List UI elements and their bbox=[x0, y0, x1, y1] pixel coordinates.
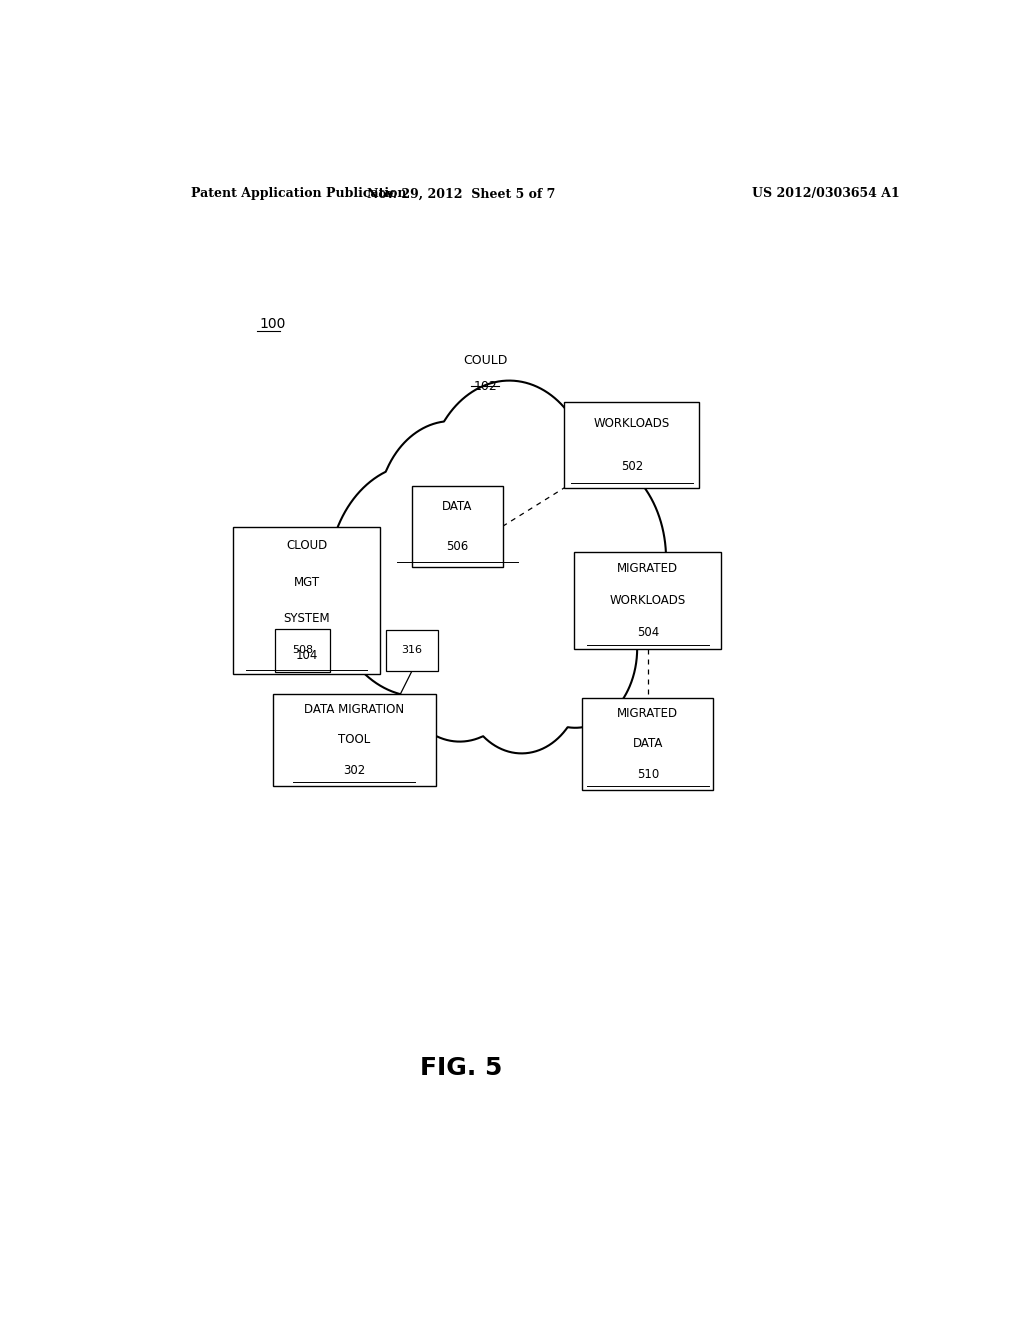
Text: 100: 100 bbox=[259, 317, 286, 331]
Polygon shape bbox=[328, 380, 666, 754]
Text: SYSTEM: SYSTEM bbox=[284, 612, 330, 626]
Text: 506: 506 bbox=[446, 540, 468, 553]
Text: DATA MIGRATION: DATA MIGRATION bbox=[304, 702, 404, 715]
Text: WORKLOADS: WORKLOADS bbox=[594, 417, 670, 430]
FancyBboxPatch shape bbox=[412, 486, 503, 568]
Text: 104: 104 bbox=[295, 649, 317, 663]
Text: Patent Application Publication: Patent Application Publication bbox=[191, 187, 407, 201]
Text: 508: 508 bbox=[292, 645, 313, 655]
Text: CLOUD: CLOUD bbox=[286, 539, 328, 552]
Text: TOOL: TOOL bbox=[338, 734, 371, 746]
FancyBboxPatch shape bbox=[386, 630, 438, 671]
Text: MIGRATED: MIGRATED bbox=[617, 562, 678, 574]
Text: 504: 504 bbox=[637, 626, 658, 639]
FancyBboxPatch shape bbox=[564, 401, 699, 488]
Text: 510: 510 bbox=[637, 768, 658, 781]
FancyBboxPatch shape bbox=[574, 552, 721, 649]
Text: 502: 502 bbox=[621, 461, 643, 473]
FancyBboxPatch shape bbox=[233, 527, 380, 675]
Text: 316: 316 bbox=[401, 645, 423, 655]
Text: 102: 102 bbox=[473, 380, 497, 393]
Text: MGT: MGT bbox=[294, 576, 319, 589]
Text: COULD: COULD bbox=[463, 354, 507, 367]
Text: MIGRATED: MIGRATED bbox=[617, 706, 678, 719]
Text: WORKLOADS: WORKLOADS bbox=[609, 594, 686, 607]
FancyBboxPatch shape bbox=[274, 630, 331, 672]
Text: 302: 302 bbox=[343, 764, 366, 776]
Text: US 2012/0303654 A1: US 2012/0303654 A1 bbox=[753, 187, 900, 201]
Text: FIG. 5: FIG. 5 bbox=[420, 1056, 503, 1080]
FancyBboxPatch shape bbox=[583, 698, 714, 789]
Text: DATA: DATA bbox=[633, 738, 663, 750]
Text: DATA: DATA bbox=[442, 499, 472, 512]
FancyBboxPatch shape bbox=[272, 694, 435, 785]
Text: Nov. 29, 2012  Sheet 5 of 7: Nov. 29, 2012 Sheet 5 of 7 bbox=[368, 187, 555, 201]
